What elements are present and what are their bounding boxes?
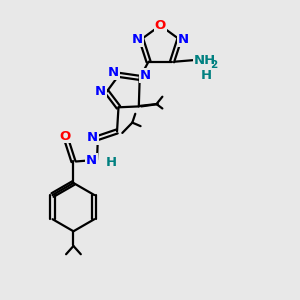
Text: NH: NH — [193, 54, 216, 67]
Text: N: N — [140, 69, 151, 82]
Text: H: H — [106, 156, 117, 169]
Text: N: N — [178, 33, 189, 46]
Text: N: N — [108, 66, 119, 79]
Text: 2: 2 — [211, 61, 218, 70]
Text: H: H — [200, 69, 211, 82]
Text: N: N — [132, 33, 143, 46]
Text: O: O — [155, 19, 166, 32]
Text: N: N — [86, 154, 97, 166]
Text: O: O — [59, 130, 70, 143]
Text: N: N — [95, 85, 106, 98]
Text: N: N — [87, 131, 98, 144]
